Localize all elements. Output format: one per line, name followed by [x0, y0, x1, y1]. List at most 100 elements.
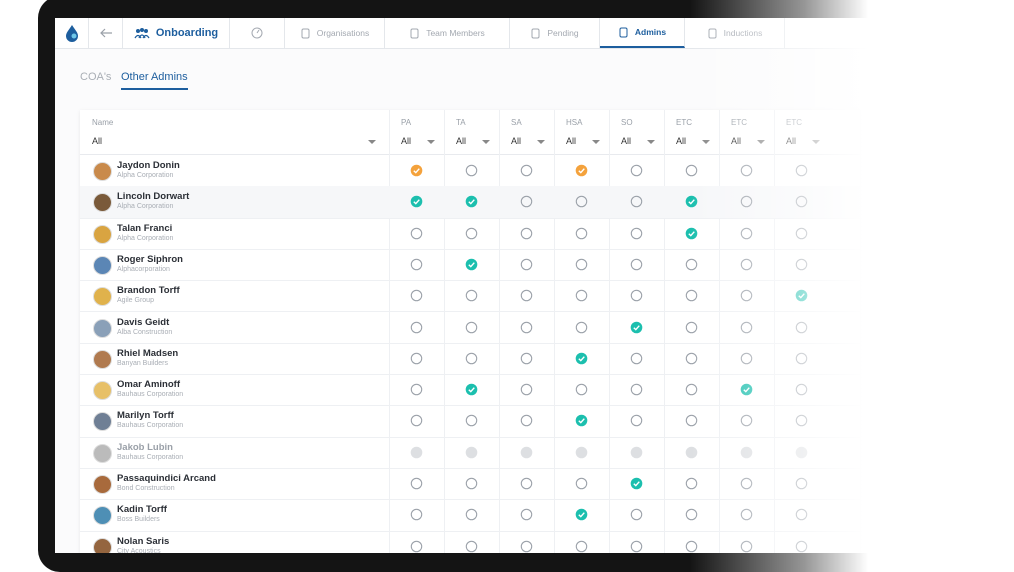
- status-toggle[interactable]: [575, 414, 588, 427]
- status-toggle[interactable]: [630, 383, 643, 396]
- brand[interactable]: Onboarding: [123, 18, 230, 48]
- status-toggle[interactable]: [795, 321, 808, 334]
- status-toggle[interactable]: [575, 227, 588, 240]
- table-row[interactable]: Brandon Torff Agile Group: [80, 280, 860, 313]
- status-toggle[interactable]: [795, 540, 808, 553]
- status-toggle[interactable]: [685, 164, 698, 177]
- status-toggle[interactable]: [575, 352, 588, 365]
- status-toggle[interactable]: [575, 508, 588, 521]
- nav-item[interactable]: Admins: [600, 18, 685, 48]
- nav-item[interactable]: Inductions: [685, 18, 785, 48]
- status-toggle[interactable]: [575, 477, 588, 490]
- filter-select[interactable]: All: [731, 136, 742, 146]
- status-toggle[interactable]: [795, 477, 808, 490]
- status-toggle[interactable]: [740, 289, 753, 302]
- status-toggle[interactable]: [410, 164, 423, 177]
- status-toggle[interactable]: [465, 258, 478, 271]
- status-toggle[interactable]: [630, 289, 643, 302]
- status-toggle[interactable]: [410, 321, 423, 334]
- status-toggle[interactable]: [575, 195, 588, 208]
- status-toggle[interactable]: [520, 352, 533, 365]
- table-row[interactable]: Kadin Torff Boss Builders: [80, 499, 860, 532]
- filter-select[interactable]: All: [566, 136, 577, 146]
- nav-item[interactable]: Pending: [510, 18, 600, 48]
- status-toggle[interactable]: [685, 195, 698, 208]
- status-toggle[interactable]: [410, 477, 423, 490]
- status-toggle[interactable]: [465, 289, 478, 302]
- table-row[interactable]: Talan Franci Alpha Corporation: [80, 218, 860, 250]
- status-toggle[interactable]: [740, 383, 753, 396]
- status-toggle[interactable]: [740, 321, 753, 334]
- status-toggle[interactable]: [740, 164, 753, 177]
- status-toggle[interactable]: [410, 383, 423, 396]
- status-toggle[interactable]: [410, 258, 423, 271]
- nav-item[interactable]: [785, 18, 875, 48]
- status-toggle[interactable]: [795, 227, 808, 240]
- status-toggle[interactable]: [740, 508, 753, 521]
- status-toggle[interactable]: [795, 508, 808, 521]
- status-toggle[interactable]: [410, 540, 423, 553]
- filter-select[interactable]: All: [786, 136, 797, 146]
- status-toggle[interactable]: [410, 227, 423, 240]
- status-toggle[interactable]: [520, 164, 533, 177]
- status-toggle[interactable]: [630, 258, 643, 271]
- status-toggle[interactable]: [795, 383, 808, 396]
- status-toggle[interactable]: [685, 289, 698, 302]
- filter-select[interactable]: All: [456, 136, 467, 146]
- status-toggle[interactable]: [520, 414, 533, 427]
- table-row[interactable]: Lincoln Dorwart Alpha Corporation: [80, 186, 860, 219]
- status-toggle[interactable]: [410, 508, 423, 521]
- status-toggle[interactable]: [465, 352, 478, 365]
- status-toggle[interactable]: [795, 195, 808, 208]
- status-toggle[interactable]: [465, 164, 478, 177]
- status-toggle[interactable]: [795, 164, 808, 177]
- status-toggle[interactable]: [630, 508, 643, 521]
- status-toggle[interactable]: [685, 383, 698, 396]
- status-toggle[interactable]: [685, 540, 698, 553]
- status-toggle[interactable]: [630, 477, 643, 490]
- status-toggle[interactable]: [520, 258, 533, 271]
- tab[interactable]: Other Admins: [121, 71, 188, 90]
- status-toggle[interactable]: [575, 383, 588, 396]
- filter-select[interactable]: All: [401, 136, 412, 146]
- status-toggle[interactable]: [685, 258, 698, 271]
- status-toggle[interactable]: [520, 321, 533, 334]
- status-toggle[interactable]: [795, 289, 808, 302]
- status-toggle[interactable]: [740, 540, 753, 553]
- status-toggle[interactable]: [575, 540, 588, 553]
- status-toggle[interactable]: [740, 477, 753, 490]
- status-toggle[interactable]: [630, 195, 643, 208]
- status-toggle[interactable]: [630, 164, 643, 177]
- status-toggle[interactable]: [465, 227, 478, 240]
- status-toggle[interactable]: [795, 414, 808, 427]
- status-toggle[interactable]: [795, 258, 808, 271]
- status-toggle[interactable]: [410, 414, 423, 427]
- status-toggle[interactable]: [520, 289, 533, 302]
- nav-item[interactable]: Organisations: [285, 18, 385, 48]
- status-toggle[interactable]: [630, 352, 643, 365]
- status-toggle[interactable]: [630, 227, 643, 240]
- table-row[interactable]: Marilyn Torff Bauhaus Corporation: [80, 405, 860, 438]
- status-toggle[interactable]: [795, 352, 808, 365]
- status-toggle[interactable]: [520, 195, 533, 208]
- status-toggle[interactable]: [575, 164, 588, 177]
- status-toggle[interactable]: [685, 414, 698, 427]
- status-toggle[interactable]: [740, 414, 753, 427]
- status-toggle[interactable]: [465, 383, 478, 396]
- table-row[interactable]: Rhiel Madsen Banyan Builders: [80, 343, 860, 376]
- status-toggle[interactable]: [465, 321, 478, 334]
- status-toggle[interactable]: [410, 352, 423, 365]
- status-toggle[interactable]: [685, 477, 698, 490]
- filter-select[interactable]: All: [92, 136, 103, 146]
- table-row[interactable]: Omar Aminoff Bauhaus Corporation: [80, 374, 860, 407]
- status-toggle[interactable]: [520, 383, 533, 396]
- status-toggle[interactable]: [630, 321, 643, 334]
- status-toggle[interactable]: [685, 227, 698, 240]
- status-toggle[interactable]: [630, 540, 643, 553]
- status-toggle[interactable]: [410, 195, 423, 208]
- status-toggle[interactable]: [740, 352, 753, 365]
- status-toggle[interactable]: [520, 227, 533, 240]
- table-row[interactable]: Davis Geidt Alba Construction: [80, 312, 860, 344]
- status-toggle[interactable]: [575, 289, 588, 302]
- status-toggle[interactable]: [520, 477, 533, 490]
